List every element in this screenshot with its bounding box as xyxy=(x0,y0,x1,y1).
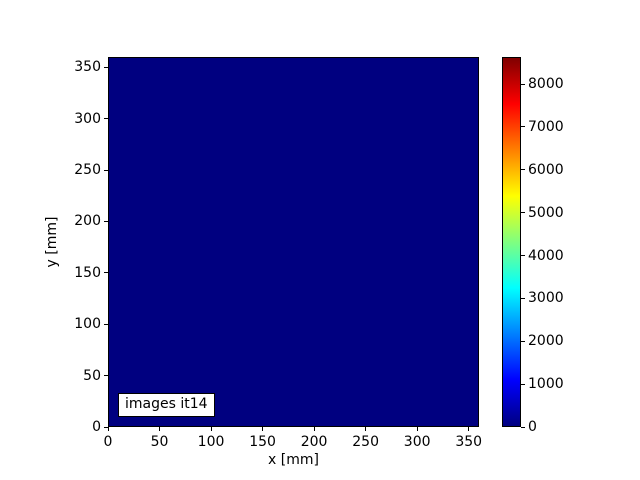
x-tick-mark xyxy=(416,427,418,431)
colorbar-tick-mark xyxy=(521,83,525,85)
y-tick-mark xyxy=(104,375,108,377)
colorbar xyxy=(502,57,521,427)
colorbar-tick-label: 0 xyxy=(528,419,537,435)
colorbar-tick-mark xyxy=(521,426,525,428)
colorbar-tick-label: 8000 xyxy=(528,76,564,92)
colorbar-tick-label: 7000 xyxy=(528,118,564,135)
colorbar-tick-mark xyxy=(521,297,525,299)
x-tick-mark xyxy=(313,427,315,431)
colorbar-tick-mark xyxy=(521,126,525,128)
y-tick-label: 50 xyxy=(83,367,101,384)
annotation-box: images it14 xyxy=(118,393,215,417)
x-tick-mark xyxy=(210,427,212,431)
colorbar-tick-label: 4000 xyxy=(528,247,564,264)
annotation-text: images it14 xyxy=(125,396,208,412)
y-tick-mark xyxy=(104,66,108,68)
colorbar-tick-mark xyxy=(521,340,525,342)
x-axis-label: x [mm] xyxy=(268,452,319,468)
colorbar-tick-label: 2000 xyxy=(528,333,564,350)
colorbar-tick-mark xyxy=(521,255,525,256)
y-tick-mark xyxy=(104,323,108,325)
y-tick-mark xyxy=(104,426,108,428)
x-tick-mark xyxy=(159,427,161,431)
x-tick-mark xyxy=(468,427,470,431)
x-tick-label: 50 xyxy=(150,434,169,450)
x-tick-label: 150 xyxy=(249,434,276,450)
colorbar-tick-label: 1000 xyxy=(528,376,564,393)
colorbar-tick-label: 3000 xyxy=(528,290,564,307)
y-tick-mark xyxy=(104,169,108,171)
colorbar-tick-mark xyxy=(521,169,525,171)
x-tick-label: 100 xyxy=(197,434,225,450)
y-tick-label: 100 xyxy=(74,316,101,333)
y-tick-mark xyxy=(104,272,108,274)
x-tick-label: 250 xyxy=(352,434,379,450)
y-tick-label: 150 xyxy=(74,264,101,281)
colorbar-tick-mark xyxy=(521,212,525,214)
x-tick-label: 0 xyxy=(103,434,113,450)
x-tick-label: 350 xyxy=(455,434,483,450)
y-tick-mark xyxy=(104,220,108,222)
colorbar-tick-mark xyxy=(521,383,525,385)
colorbar-tick-label: 5000 xyxy=(528,204,564,221)
x-tick-mark xyxy=(107,427,109,431)
y-tick-label: 200 xyxy=(74,213,101,230)
x-tick-mark xyxy=(365,427,367,431)
x-tick-label: 300 xyxy=(403,434,431,450)
y-tick-label: 0 xyxy=(92,419,101,435)
x-tick-label: 200 xyxy=(300,434,328,450)
y-tick-label: 350 xyxy=(74,59,101,76)
y-tick-mark xyxy=(104,118,108,120)
y-tick-label: 300 xyxy=(74,110,101,127)
y-tick-label: 250 xyxy=(74,162,101,179)
x-tick-mark xyxy=(262,427,264,431)
heatmap-plot-area: images it14 xyxy=(108,57,479,427)
colorbar-tick-label: 6000 xyxy=(528,161,564,178)
